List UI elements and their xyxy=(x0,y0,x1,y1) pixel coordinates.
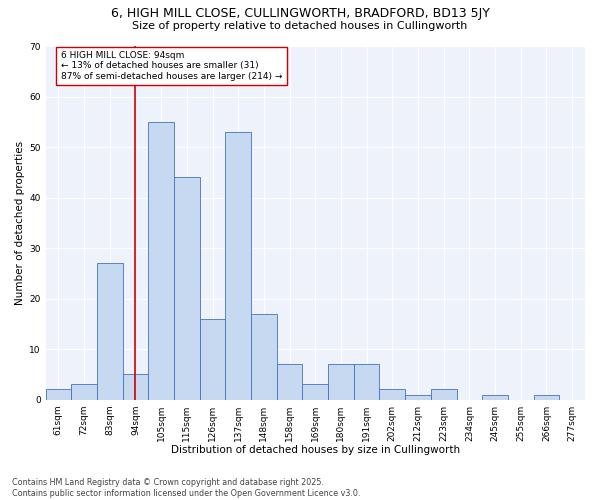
Bar xyxy=(251,314,277,400)
Bar xyxy=(302,384,328,400)
Bar xyxy=(379,390,405,400)
Bar xyxy=(122,374,148,400)
Bar xyxy=(174,178,200,400)
Bar xyxy=(405,394,431,400)
X-axis label: Distribution of detached houses by size in Cullingworth: Distribution of detached houses by size … xyxy=(171,445,460,455)
Bar xyxy=(482,394,508,400)
Bar xyxy=(71,384,97,400)
Text: Contains HM Land Registry data © Crown copyright and database right 2025.
Contai: Contains HM Land Registry data © Crown c… xyxy=(12,478,361,498)
Text: 6 HIGH MILL CLOSE: 94sqm
← 13% of detached houses are smaller (31)
87% of semi-d: 6 HIGH MILL CLOSE: 94sqm ← 13% of detach… xyxy=(61,51,283,81)
Text: Size of property relative to detached houses in Cullingworth: Size of property relative to detached ho… xyxy=(133,21,467,31)
Bar xyxy=(226,132,251,400)
Text: 6, HIGH MILL CLOSE, CULLINGWORTH, BRADFORD, BD13 5JY: 6, HIGH MILL CLOSE, CULLINGWORTH, BRADFO… xyxy=(110,8,490,20)
Bar xyxy=(277,364,302,400)
Bar xyxy=(328,364,354,400)
Y-axis label: Number of detached properties: Number of detached properties xyxy=(15,140,25,305)
Bar xyxy=(97,263,122,400)
Bar xyxy=(46,390,71,400)
Bar xyxy=(148,122,174,400)
Bar xyxy=(354,364,379,400)
Bar xyxy=(431,390,457,400)
Bar xyxy=(200,319,226,400)
Bar xyxy=(533,394,559,400)
